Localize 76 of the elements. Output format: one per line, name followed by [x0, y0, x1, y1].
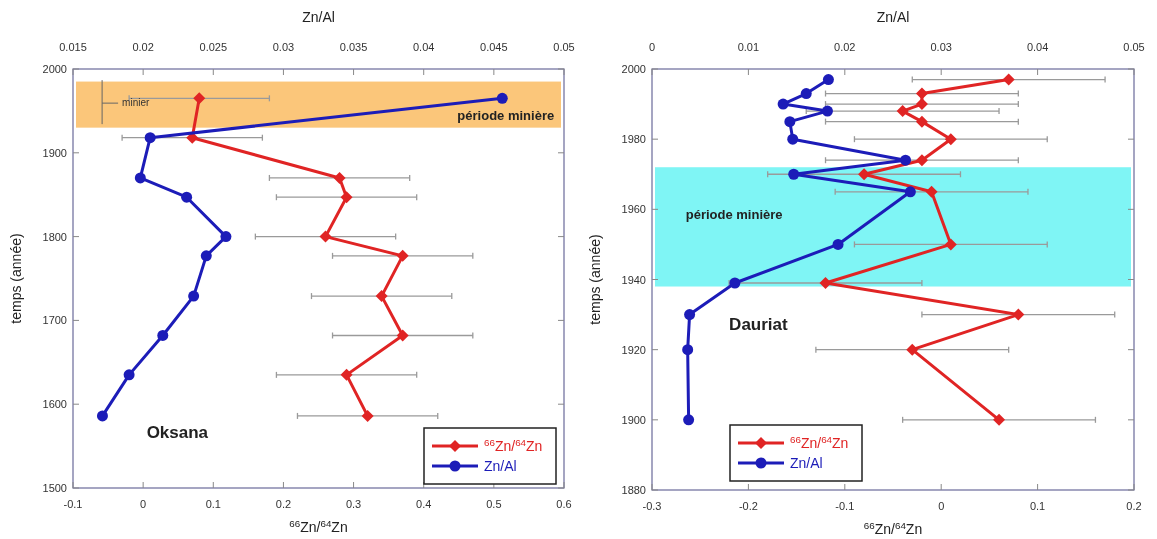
y-tick-label: 1500: [42, 482, 67, 494]
point: [340, 191, 353, 204]
point: [944, 133, 957, 146]
x2-tick-label: 0: [648, 41, 656, 53]
band-label: période minière: [685, 206, 783, 222]
point: [396, 249, 409, 262]
x2-tick-label: 0.01: [737, 41, 760, 53]
point: [193, 92, 206, 105]
x-tick-label: 0.3: [345, 498, 362, 510]
x-tick-label: 0.6: [556, 498, 572, 510]
x2-tick-label: 0.035: [339, 41, 368, 53]
y-tick-label: 1700: [42, 314, 67, 327]
x-tick-label: 0.5: [486, 498, 502, 510]
point: [340, 368, 353, 381]
point: [375, 290, 388, 303]
x2-tick-label: 0.03: [930, 41, 952, 53]
x-tick-label: -0.3: [642, 500, 662, 512]
x-axis-title: $^{66}$Zn/$^{64}$Zn: [289, 517, 348, 535]
y-tick-label: 1960: [621, 203, 646, 216]
x2-tick-label: 0.04: [1026, 41, 1049, 53]
x2-tick-label: 0.02: [834, 41, 856, 53]
point: [333, 171, 346, 184]
x-tick-label: 0: [140, 498, 147, 510]
x2-tick-label: 0.025: [199, 41, 228, 53]
point: [906, 343, 919, 356]
y-tick-label: 1920: [621, 343, 646, 356]
x2-tick-label: 0.05: [553, 41, 575, 53]
y-tick-label: 2000: [42, 63, 67, 75]
x2-tick-label: 0.04: [413, 41, 435, 53]
annotation: Dauriat: [729, 315, 789, 335]
point: [361, 409, 374, 422]
legend-label: $^{66}$Zn/$^{64}$Zn: [790, 433, 849, 451]
y-tick-label: 2000: [621, 63, 646, 75]
point: [915, 98, 928, 111]
legend-label: $^{66}$Zn/$^{64}$Zn: [484, 436, 543, 454]
y-tick-label: 1900: [42, 146, 67, 159]
y-axis-title: temps (année): [8, 233, 24, 324]
annotation: minier: [122, 97, 150, 109]
point: [396, 329, 409, 342]
y-tick-label: 1880: [621, 484, 646, 496]
x2-tick-label: 0.045: [480, 41, 508, 53]
point: [1002, 73, 1015, 86]
legend-label: Zn/Al: [484, 458, 517, 474]
legend-label: Zn/Al: [790, 455, 823, 471]
x2-axis-title: Zn/Al: [876, 9, 910, 25]
y-axis-title: temps (année): [587, 234, 603, 325]
x-tick-label: -0.1: [835, 500, 855, 512]
band-label: période minière: [457, 107, 555, 123]
y-tick-label: 1940: [621, 273, 646, 286]
point: [915, 115, 928, 128]
point: [993, 413, 1006, 426]
x2-tick-label: 0.015: [59, 41, 87, 53]
point: [915, 154, 928, 167]
annotation: Oksana: [146, 422, 209, 442]
point: [925, 185, 938, 198]
point: [896, 105, 909, 118]
x-tick-label: 0.2: [275, 498, 292, 510]
point: [319, 230, 332, 243]
x2-tick-label: 0.03: [272, 41, 295, 53]
x-tick-label: 0: [938, 500, 945, 512]
x-tick-label: 0.1: [1029, 500, 1046, 512]
x-tick-label: -0.1: [63, 498, 83, 510]
y-tick-label: 1900: [621, 413, 646, 426]
x2-axis-title: Zn/Al: [302, 9, 335, 25]
point: [944, 238, 957, 251]
y-tick-label: 1800: [42, 230, 67, 243]
x-tick-label: 0.2: [1126, 500, 1142, 512]
x-axis-title: $^{66}$Zn/$^{64}$Zn: [863, 519, 923, 537]
x2-tick-label: 0.02: [132, 41, 154, 53]
x-tick-label: 0.1: [205, 498, 221, 510]
x-tick-label: -0.2: [738, 500, 758, 512]
x2-tick-label: 0.05: [1123, 41, 1145, 53]
point: [915, 87, 928, 100]
x-tick-label: 0.4: [416, 498, 432, 510]
y-tick-label: 1600: [42, 398, 67, 411]
y-tick-label: 1980: [621, 133, 646, 146]
